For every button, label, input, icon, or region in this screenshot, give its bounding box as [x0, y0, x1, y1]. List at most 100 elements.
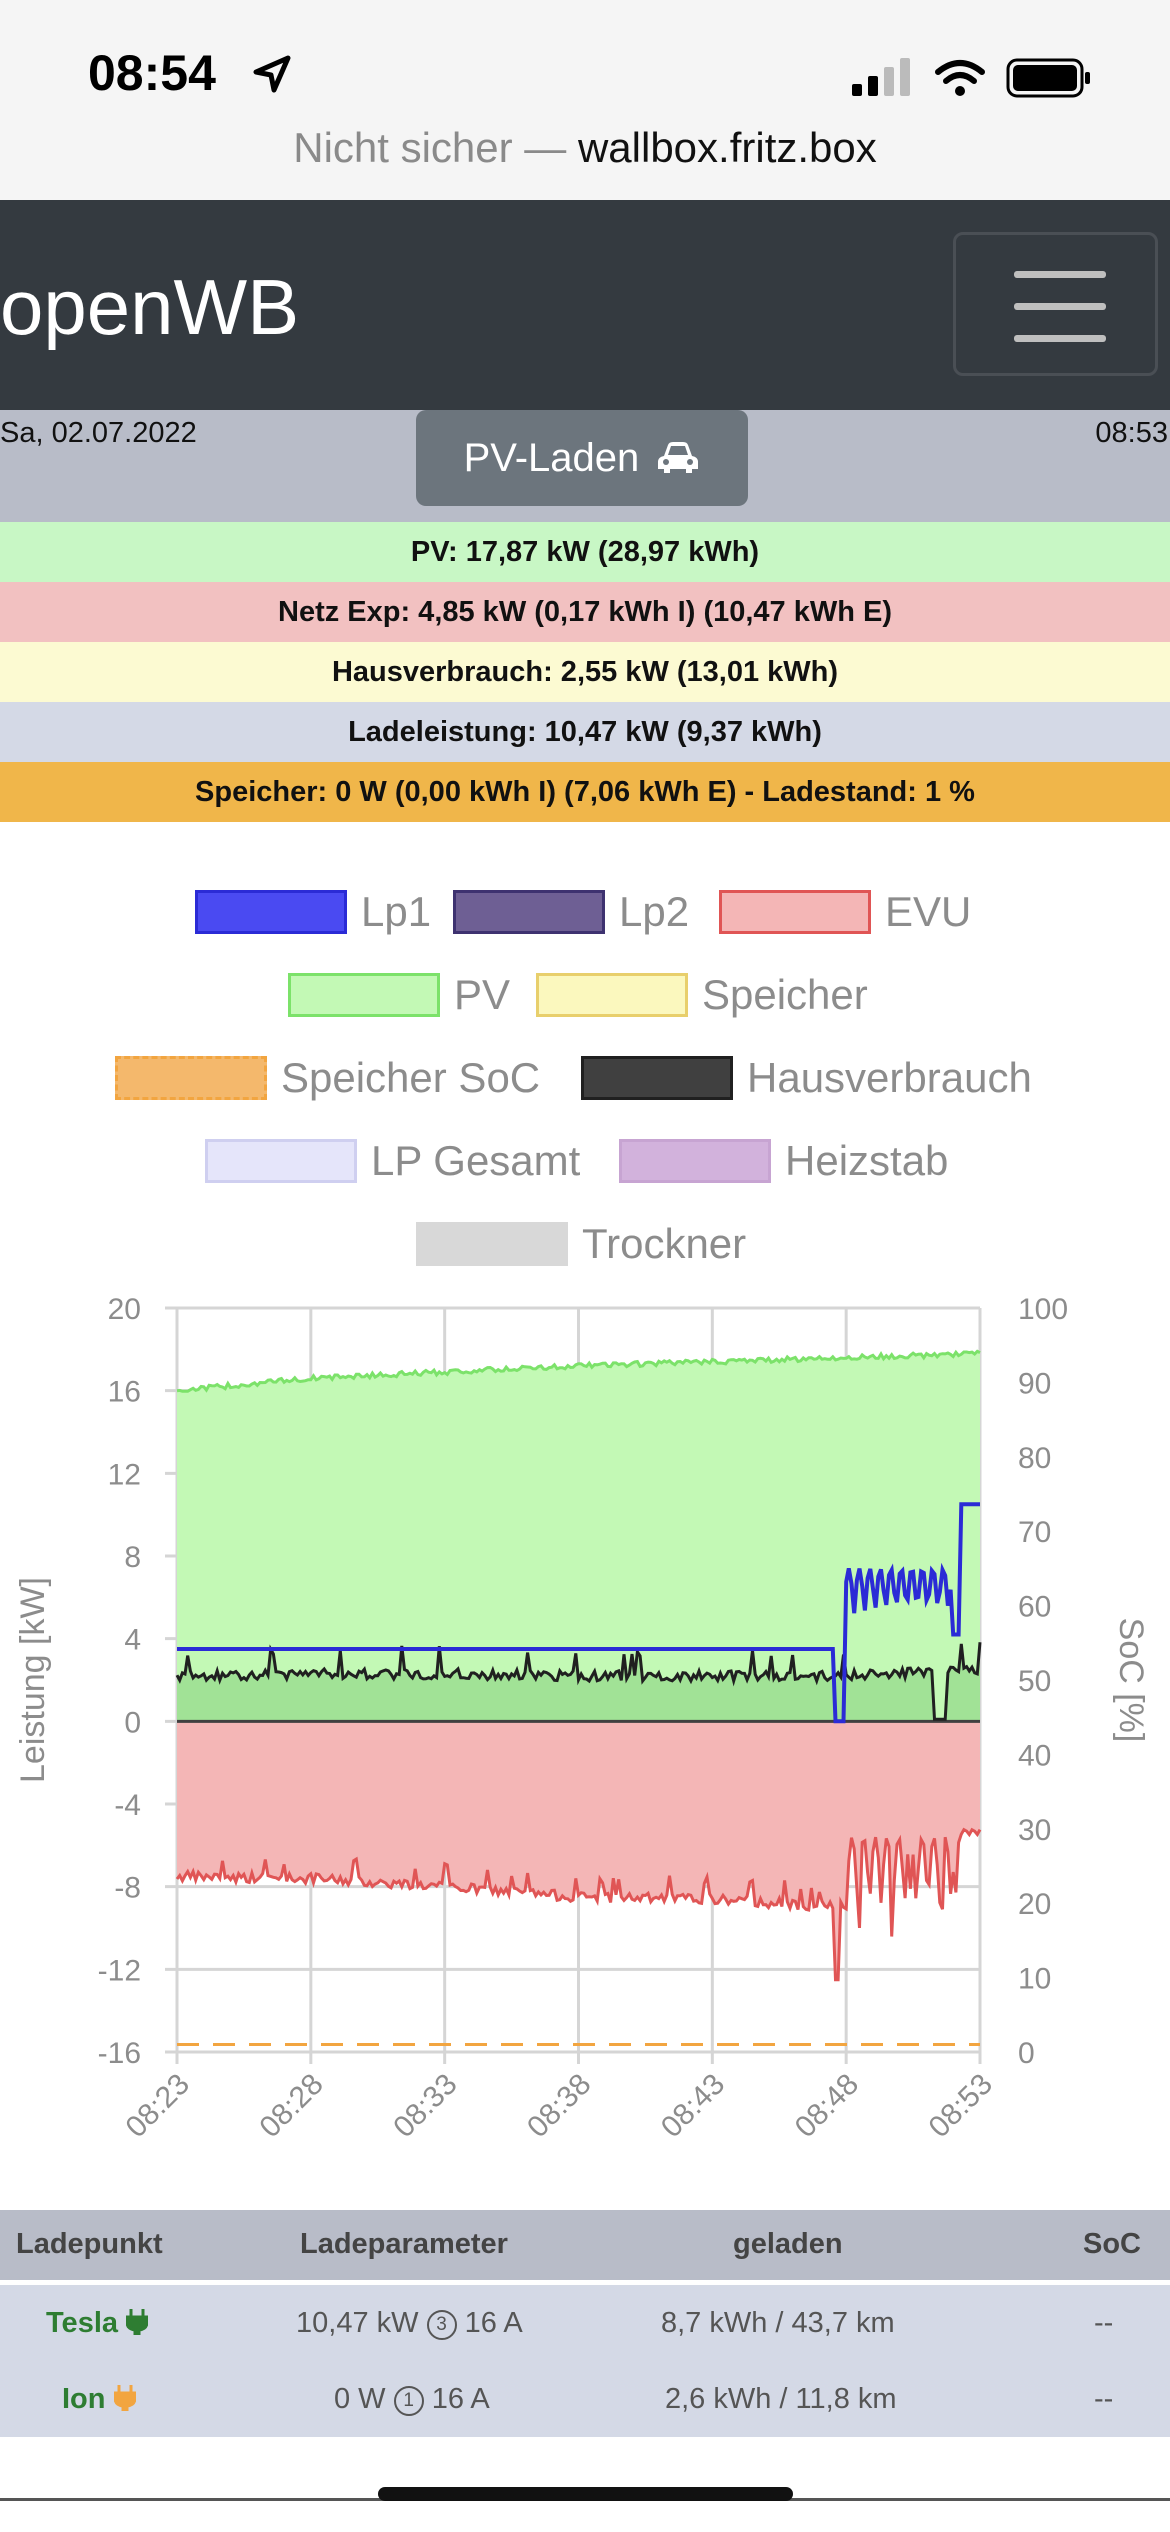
col-ladepunkt: Ladepunkt [16, 2228, 163, 2260]
lp1-line [177, 1502, 980, 1724]
x-tick-label: 08:53 [923, 2068, 999, 2144]
legend-swatch [536, 973, 688, 1017]
y-tick-label: 8 [124, 1541, 141, 1574]
url-insecure-label: Nicht sicher — [293, 124, 578, 171]
legend-label: Hausverbrauch [747, 1054, 1032, 1101]
home-indicator[interactable] [378, 2487, 793, 2501]
col-ladeparameter: Ladeparameter [300, 2228, 508, 2260]
y-tick-label: 4 [124, 1624, 141, 1657]
lp-power: 10,47 kW 3 16 A [296, 2307, 523, 2340]
legend-swatch [581, 1056, 733, 1100]
table-row[interactable] [0, 2285, 1170, 2361]
y2-tick-label: 60 [1018, 1591, 1051, 1624]
power-chart: 201612840-4-8-12-16100908070605040302010… [14, 1293, 1150, 2144]
y-tick-label: 20 [108, 1293, 141, 1326]
legend-label: Lp1 [361, 888, 432, 935]
legend-label: Lp2 [619, 888, 690, 935]
lp-soc: -- [1094, 2383, 1114, 2415]
lp-amps: 16 A [431, 2383, 490, 2415]
location-arrow-icon [253, 55, 291, 93]
menu-toggle-button[interactable] [953, 232, 1158, 376]
y2-tick-label: 90 [1018, 1367, 1051, 1400]
y-tick-label: -4 [114, 1789, 141, 1822]
battery-icon [1006, 58, 1090, 98]
phases-icon: 1 [393, 2386, 424, 2416]
y2-tick-label: 30 [1018, 1814, 1051, 1847]
legend-label: PV [454, 971, 511, 1018]
col-soc: SoC [1083, 2228, 1141, 2260]
legend-swatch [619, 1139, 771, 1183]
hamburger-icon-bar [1014, 335, 1106, 342]
phases-icon: 3 [426, 2310, 457, 2340]
legend-label: Trockner [582, 1220, 747, 1267]
x-tick-label: 08:48 [789, 2068, 865, 2144]
lp-power: 0 W 1 16 A [334, 2383, 490, 2416]
lp-soc: -- [1094, 2307, 1114, 2339]
legend-label: Speicher SoC [281, 1054, 541, 1101]
pv-area [177, 1351, 980, 1722]
evu-area [177, 1721, 980, 1980]
y2-tick-label: 50 [1018, 1665, 1051, 1698]
legend-label: Heizstab [785, 1137, 949, 1184]
navbar-brand[interactable]: openWB [0, 263, 300, 351]
x-tick-label: 08:28 [253, 2068, 329, 2144]
legend-swatch [288, 973, 440, 1017]
wifi-icon [935, 60, 985, 96]
y-tick-label: 12 [108, 1458, 141, 1491]
signal-icon [852, 58, 910, 96]
hamburger-icon [1014, 271, 1106, 278]
lp-name-text: Tesla [46, 2307, 119, 2339]
legend-label: EVU [885, 888, 972, 935]
charge-mode-button[interactable]: PV-Laden [416, 410, 748, 506]
y2-tick-label: 0 [1018, 2037, 1035, 2070]
plug-icon [113, 2385, 137, 2413]
y2-tick-label: 80 [1018, 1442, 1051, 1475]
y-tick-label: -16 [98, 2037, 141, 2070]
current-date: Sa, 02.07.2022 [0, 417, 197, 449]
info-hausverbrauch: Hausverbrauch: 2,55 kW (13,01 kWh) [0, 642, 1170, 702]
lp-name-text: Ion [62, 2383, 106, 2415]
lp-name: Ion [62, 2383, 137, 2416]
lp-name: Tesla [46, 2307, 149, 2340]
y2-tick-label: 100 [1018, 1293, 1068, 1326]
ios-status-bar [0, 0, 1170, 200]
legend-label: LP Gesamt [371, 1137, 581, 1184]
charge-mode-label: PV-Laden [463, 436, 640, 480]
url-host: wallbox.fritz.box [577, 124, 877, 171]
y-tick-label: 0 [124, 1706, 141, 1739]
legend-swatch [195, 890, 347, 934]
plug-icon [125, 2309, 149, 2337]
y-tick-label: -12 [98, 1954, 141, 1987]
lp-power-text: 0 W [334, 2383, 386, 2415]
info-speicher: Speicher: 0 W (0,00 kWh I) (7,06 kWh E) … [0, 762, 1170, 822]
y-tick-label: -8 [114, 1872, 141, 1905]
y-axis-title: Leistung [kW] [14, 1577, 52, 1783]
y2-tick-label: 40 [1018, 1739, 1051, 1772]
lp-amps: 16 A [464, 2307, 523, 2339]
x-tick-label: 08:38 [521, 2068, 597, 2144]
table-row[interactable] [0, 2361, 1170, 2437]
col-geladen: geladen [733, 2228, 843, 2260]
hamburger-icon-bar [1014, 303, 1106, 310]
y2-axis-title: SoC [%] [1112, 1618, 1150, 1743]
y2-tick-label: 10 [1018, 1963, 1051, 1996]
y2-tick-label: 70 [1018, 1516, 1051, 1549]
current-time: 08:53 [1095, 417, 1168, 449]
pv-line [176, 1349, 981, 1393]
y-tick-label: 16 [108, 1376, 141, 1409]
lp-charged: 2,6 kWh / 11,8 km [665, 2383, 897, 2415]
legend-swatch [205, 1139, 357, 1183]
info-pv: PV: 17,87 kW (28,97 kWh) [0, 522, 1170, 582]
legend-swatch [416, 1222, 568, 1266]
x-tick-label: 08:33 [387, 2068, 463, 2144]
status-time: 08:54 [88, 45, 216, 101]
y2-tick-label: 20 [1018, 1888, 1051, 1921]
legend-swatch [115, 1056, 267, 1100]
legend-label: Speicher [702, 971, 868, 1018]
info-netz: Netz Exp: 4,85 kW (0,17 kWh I) (10,47 kW… [0, 582, 1170, 642]
car-icon [658, 442, 699, 473]
x-tick-label: 08:23 [120, 2068, 196, 2144]
lp-charged: 8,7 kWh / 43,7 km [661, 2307, 895, 2339]
x-tick-label: 08:43 [655, 2068, 731, 2144]
browser-url-bar[interactable]: Nicht sicher — wallbox.fritz.box [0, 124, 1170, 172]
